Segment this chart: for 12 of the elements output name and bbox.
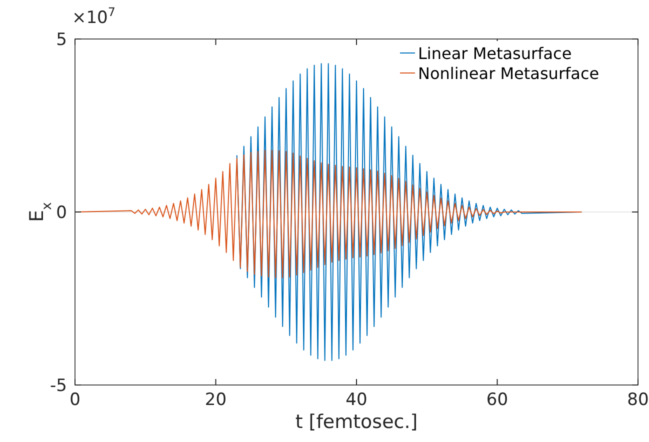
- legend-label: Linear Metasurface: [418, 44, 572, 63]
- x-tick-label: 20: [204, 390, 227, 410]
- legend-label: Nonlinear Metasurface: [418, 64, 600, 83]
- x-axis-title: t [femtosec.]: [295, 411, 418, 433]
- x-tick-label: 0: [70, 390, 80, 410]
- x-tick-label: 80: [627, 390, 649, 410]
- x-tick-label: 40: [346, 390, 368, 410]
- y-tick-label: 0: [56, 203, 67, 223]
- y-tick-label: -5: [50, 376, 67, 396]
- text: ×10$^{7}$: [72, 5, 116, 28]
- y-tick-label: 5: [56, 30, 67, 50]
- x-tick-label: 60: [486, 390, 508, 410]
